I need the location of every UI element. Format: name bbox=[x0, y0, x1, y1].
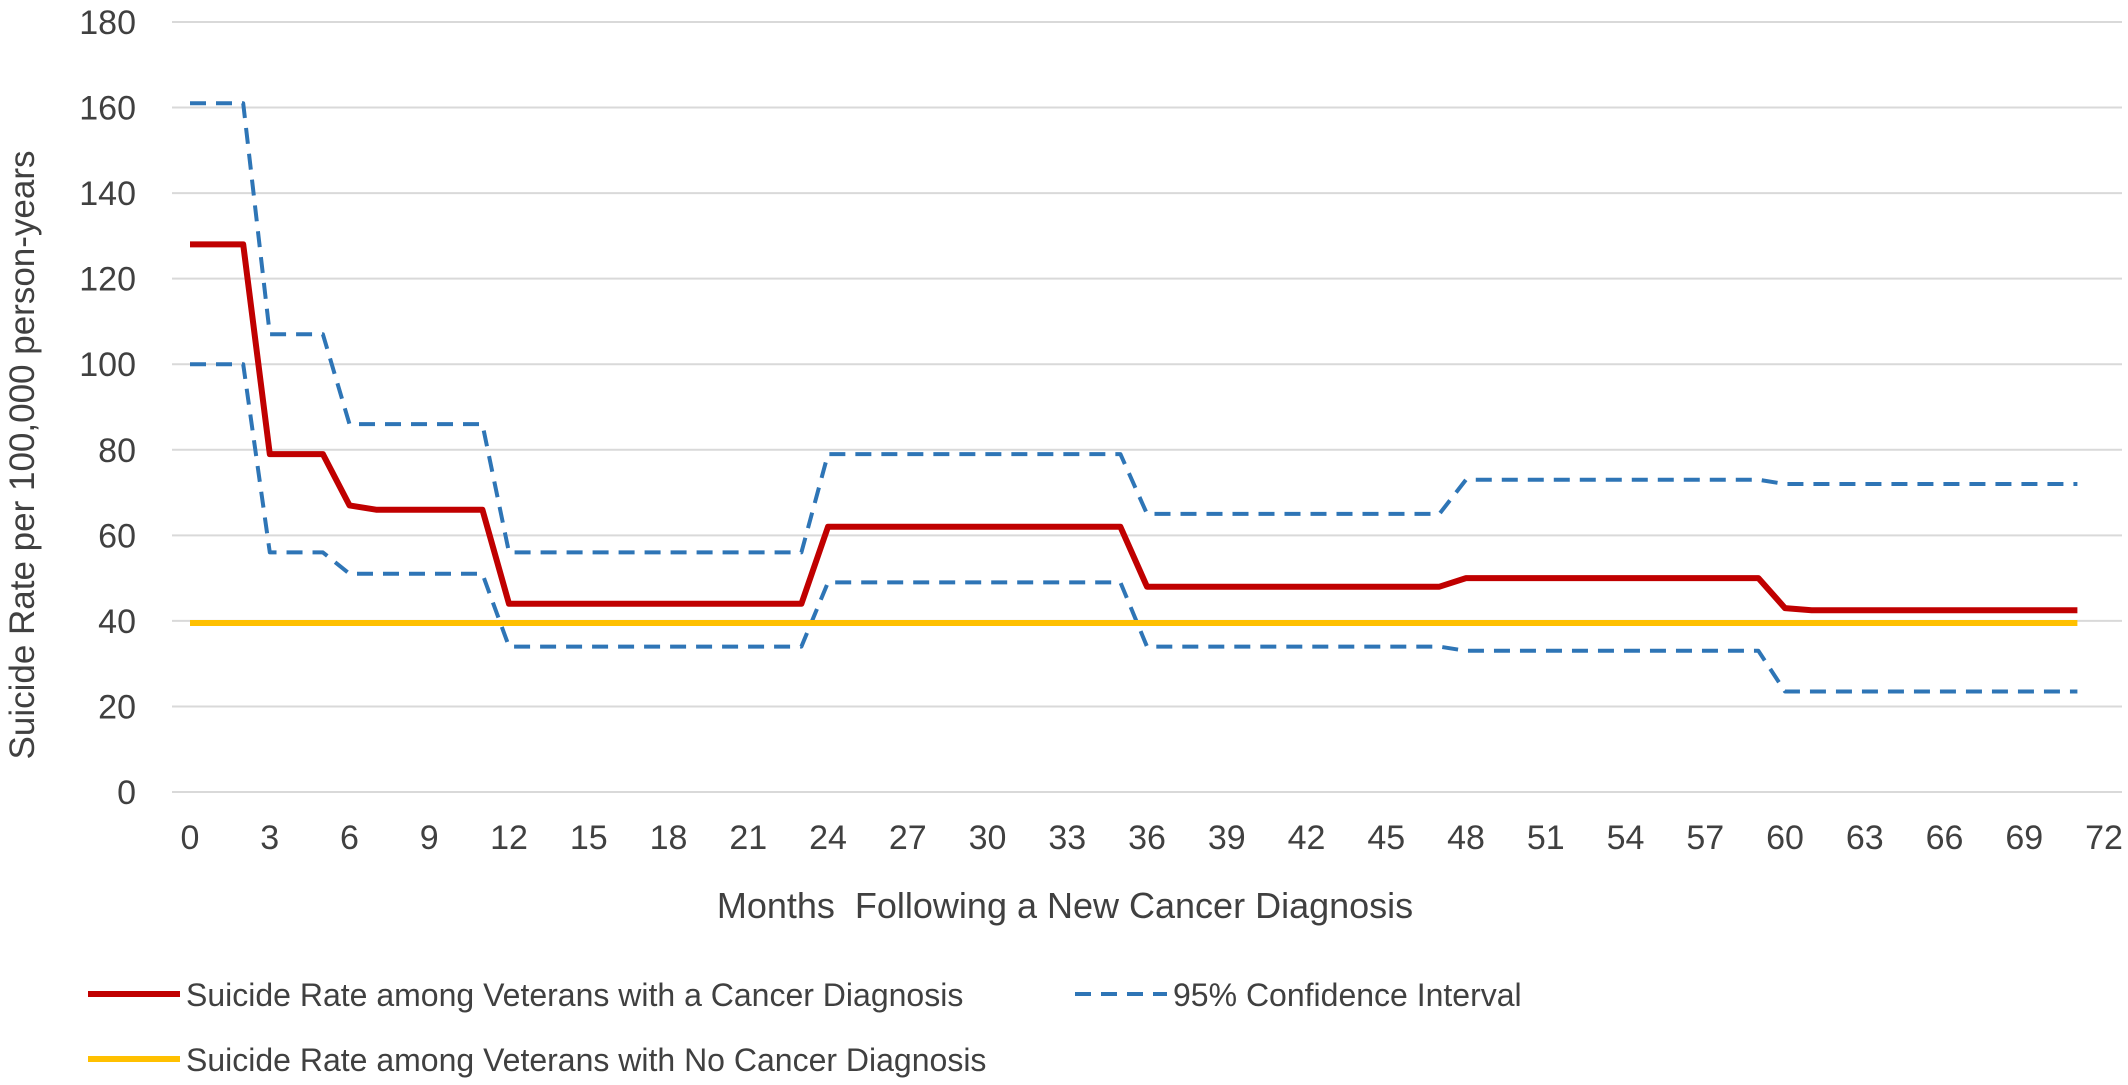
x-tick-label-21: 21 bbox=[729, 819, 767, 857]
x-tick-label-36: 36 bbox=[1128, 819, 1166, 857]
x-tick-label-60: 60 bbox=[1766, 819, 1804, 857]
x-tick-label-24: 24 bbox=[809, 819, 847, 857]
x-tick-label-48: 48 bbox=[1447, 819, 1485, 857]
series-line-cancer bbox=[190, 241, 2078, 614]
y-tick-label-140: 140 bbox=[79, 175, 136, 213]
legend-label-no-cancer: Suicide Rate among Veterans with No Canc… bbox=[186, 1042, 986, 1078]
legend-item-ci: 95% Confidence Interval bbox=[1075, 977, 1522, 1013]
x-tick-label-69: 69 bbox=[2005, 819, 2043, 857]
y-tick-label-120: 120 bbox=[79, 261, 136, 299]
x-tick-label-18: 18 bbox=[650, 819, 688, 857]
y-tick-label-180: 180 bbox=[79, 4, 136, 42]
x-tick-label-0: 0 bbox=[181, 819, 200, 857]
x-tick-label-6: 6 bbox=[340, 819, 359, 857]
legend-label-ci: 95% Confidence Interval bbox=[1173, 977, 1522, 1013]
x-tick-label-30: 30 bbox=[969, 819, 1007, 857]
y-axis-label: Suicide Rate per 100,000 person-years bbox=[3, 151, 42, 760]
series-lines bbox=[190, 101, 2078, 694]
y-tick-label-80: 80 bbox=[98, 432, 136, 470]
x-tick-label-12: 12 bbox=[490, 819, 528, 857]
x-tick-label-15: 15 bbox=[570, 819, 608, 857]
x-tick-label-72: 72 bbox=[2085, 819, 2123, 857]
legend-item-no-cancer: Suicide Rate among Veterans with No Canc… bbox=[88, 1042, 986, 1078]
y-tick-label-0: 0 bbox=[117, 774, 136, 812]
x-tick-label-42: 42 bbox=[1288, 819, 1326, 857]
x-axis-label: Months Following a New Cancer Diagnosis bbox=[717, 885, 1413, 926]
y-tick-label-160: 160 bbox=[79, 90, 136, 128]
x-tick-label-54: 54 bbox=[1607, 819, 1645, 857]
series-line-ci-upper bbox=[190, 101, 2078, 555]
x-tick-labels: 0 3 6 9 12 15 18 21 24 27 30 33 36 39 42 45 48 51 54 57 60 63… bbox=[181, 819, 2123, 857]
y-tick-labels: 0 20 40 60 80 100 120 140 160 180 bbox=[79, 4, 136, 812]
legend-label-cancer: Suicide Rate among Veterans with a Cance… bbox=[186, 977, 963, 1013]
x-tick-label-63: 63 bbox=[1846, 819, 1884, 857]
x-tick-label-57: 57 bbox=[1686, 819, 1724, 857]
y-tick-label-100: 100 bbox=[79, 346, 136, 384]
x-tick-label-66: 66 bbox=[1926, 819, 1964, 857]
x-tick-label-51: 51 bbox=[1527, 819, 1565, 857]
x-tick-label-9: 9 bbox=[420, 819, 439, 857]
y-tick-label-60: 60 bbox=[98, 517, 136, 555]
x-tick-label-39: 39 bbox=[1208, 819, 1246, 857]
x-tick-label-27: 27 bbox=[889, 819, 927, 857]
series-line-ci-lower bbox=[190, 362, 2078, 694]
x-tick-label-3: 3 bbox=[260, 819, 279, 857]
x-tick-label-33: 33 bbox=[1048, 819, 1086, 857]
y-tick-label-20: 20 bbox=[98, 688, 136, 726]
x-tick-label-45: 45 bbox=[1367, 819, 1405, 857]
legend-item-cancer: Suicide Rate among Veterans with a Cance… bbox=[88, 977, 963, 1013]
legend: Suicide Rate among Veterans with a Cance… bbox=[88, 977, 1522, 1078]
gridlines bbox=[172, 21, 2122, 793]
y-tick-label-40: 40 bbox=[98, 603, 136, 641]
